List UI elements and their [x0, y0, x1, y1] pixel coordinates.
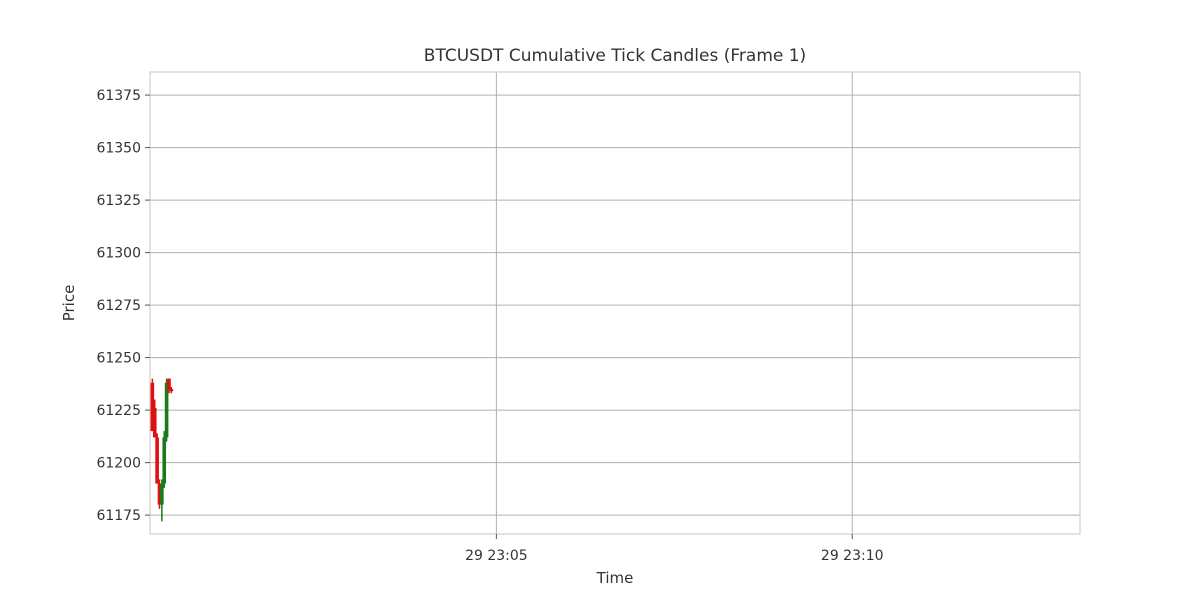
x-tick-label: 29 23:05 [465, 548, 528, 564]
y-axis-title: Price [60, 285, 78, 322]
candle-body [160, 483, 164, 505]
plot-frame [149, 71, 1081, 535]
y-tick-label: 61300 [96, 246, 141, 262]
candle-body [150, 382, 155, 432]
grid [150, 72, 1080, 534]
chart-title: BTCUSDT Cumulative Tick Candles (Frame 1… [424, 46, 806, 66]
candle-body [164, 382, 169, 438]
x-axis-title: Time [596, 569, 634, 587]
candle-body [155, 437, 159, 484]
candle [150, 378, 155, 432]
y-tick-label: 61325 [96, 193, 141, 209]
x-tick-label: 29 23:10 [821, 548, 884, 564]
y-axis: 61175 61200 61225 61250 61275 61300 61325 61350… [96, 88, 150, 524]
y-tick-label: 61375 [96, 88, 141, 104]
candle [162, 431, 167, 488]
x-axis: 29 23:05 29 23:10 [465, 534, 884, 564]
y-tick-label: 61225 [96, 403, 141, 419]
y-tick-label: 61175 [96, 508, 141, 524]
candle [157, 479, 162, 509]
candle [152, 399, 157, 438]
candle [169, 387, 174, 394]
candle-body [169, 389, 174, 392]
y-tick-label: 61250 [96, 351, 141, 367]
candles [150, 378, 174, 522]
candle-body [162, 437, 167, 484]
candle [167, 378, 171, 394]
y-tick-label: 61200 [96, 456, 141, 472]
candle [164, 378, 169, 442]
y-tick-label: 61275 [96, 298, 141, 314]
candle-body [152, 408, 157, 438]
candle-body [167, 378, 171, 390]
candle [160, 479, 164, 522]
y-tick-label: 61350 [96, 141, 141, 157]
candle [155, 433, 159, 484]
candle-body [157, 483, 162, 505]
